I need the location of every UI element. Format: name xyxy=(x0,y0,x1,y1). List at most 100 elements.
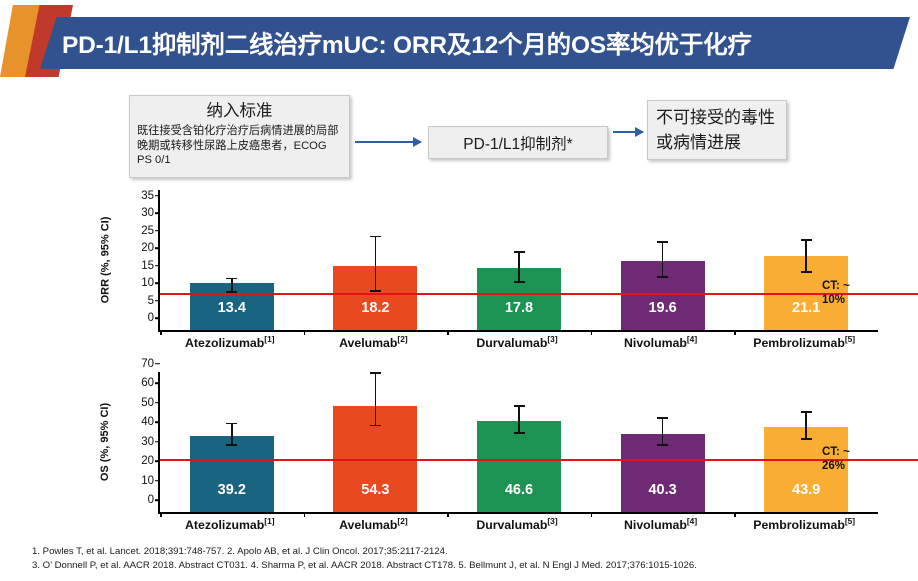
x-tick-mark xyxy=(447,512,449,517)
bar-slot: 46.6 xyxy=(447,372,591,517)
error-bar-cap-top xyxy=(800,410,812,413)
error-bar-cap-top xyxy=(370,372,381,374)
y-tick-label: 30 xyxy=(141,436,160,448)
inclusion-criteria-title: 纳入标准 xyxy=(206,102,273,120)
error-bar-cap-top xyxy=(370,235,381,238)
bar-slot: 19.6 xyxy=(590,190,735,335)
bar-slot: 18.2 xyxy=(303,190,448,335)
error-bar-cap-top xyxy=(657,240,669,243)
y-tick-label: 35 xyxy=(141,190,160,202)
x-axis-category-label: Pembrolizumab[5] xyxy=(753,516,856,533)
orr-plot-area: 0 5 10 15 20 25 30 35 13.4 18.2 17.8 19.6 21.1 xyxy=(141,190,918,335)
x-axis-category-label: Avelumab[2] xyxy=(339,516,408,533)
y-tick-label: 30 xyxy=(141,207,160,219)
error-bar-cap-bottom xyxy=(800,438,812,441)
error-bar-cap-top xyxy=(226,422,238,425)
bar-value-label: 46.6 xyxy=(504,482,534,498)
treatment-box: PD-1/L1抑制剂* xyxy=(428,126,608,159)
os-reference-line xyxy=(160,459,918,462)
os-y-axis-label: OS (%, 95% CI) xyxy=(99,402,111,482)
error-bar-cap-bottom xyxy=(226,291,238,294)
y-tick-label: 70 xyxy=(141,358,160,370)
error-bar xyxy=(370,372,381,427)
orr-chart: ORR (%, 95% CI) 0 5 10 15 20 25 30 35 13.4 18.2 1… xyxy=(99,190,918,355)
x-tick-mark xyxy=(160,330,162,335)
reference-line-1: 1. Powles T, et al. Lancet. 2018;391:748… xyxy=(32,546,448,557)
x-tick-mark xyxy=(590,330,593,335)
os-plot-area: 0 10 20 30 40 50 60 70 39.2 54.3 46.6 40.3 43.9 xyxy=(141,358,918,517)
bar-slot: 13.4 xyxy=(160,190,304,335)
bar-value-label: 21.1 xyxy=(792,300,821,316)
error-bar xyxy=(513,251,525,283)
x-axis-category-label: Atezolizumab[1] xyxy=(185,334,275,351)
error-bar xyxy=(226,277,238,294)
x-tick-mark xyxy=(303,330,306,335)
error-bar-cap-bottom xyxy=(513,432,525,435)
bar[interactable]: 40.3 xyxy=(620,433,705,512)
y-tick-label: 0 xyxy=(148,312,160,324)
error-bar xyxy=(800,410,812,441)
error-bar xyxy=(657,240,669,278)
x-axis-category-label: Durvalumab[3] xyxy=(476,516,558,533)
error-bar xyxy=(370,235,381,292)
bar[interactable]: 46.6 xyxy=(476,421,561,512)
error-bar-cap-top xyxy=(513,251,525,254)
x-axis-category-label: Nivolumab[4] xyxy=(624,516,698,533)
error-bar-cap-top xyxy=(226,277,238,280)
orr-x-axis-labels: Atezolizumab[1] Avelumab[2] Durvalumab[3] N… xyxy=(158,334,876,350)
error-bar-cap-bottom xyxy=(226,444,238,446)
inclusion-criteria-box: 纳入标准 既往接受含铂化疗治疗后病情进展的局部晚期或转移性尿路上皮癌患者，ECO… xyxy=(129,95,350,178)
error-bar xyxy=(657,416,669,446)
os-bars: 39.2 54.3 46.6 40.3 43.9 xyxy=(160,372,878,517)
bar-value-label: 43.9 xyxy=(792,482,821,498)
bar-slot: 54.3 xyxy=(303,372,448,517)
y-tick-label: 60 xyxy=(141,377,160,389)
y-tick-label: 15 xyxy=(141,260,160,272)
error-bar xyxy=(513,405,525,435)
error-bar-cap-top xyxy=(657,416,669,419)
banner-bar: PD-1/L1抑制剂二线治疗mUC: ORR及12个月的OS率均优于化疗 xyxy=(40,17,910,69)
os-ct-label: CT: ~ 26% xyxy=(822,446,850,473)
bar-value-label: 54.3 xyxy=(361,482,390,498)
y-tick-label: 25 xyxy=(141,225,160,237)
orr-ct-label: CT: ~ 10% xyxy=(822,280,850,306)
x-axis-category-label: Atezolizumab[1] xyxy=(185,516,275,533)
flow-arrow-2-icon xyxy=(613,127,644,137)
y-tick-label: 10 xyxy=(141,277,160,289)
bar-slot: 40.3 xyxy=(590,372,735,517)
x-tick-mark xyxy=(447,330,449,335)
inclusion-criteria-body: 既往接受含铂化疗治疗后病情进展的局部晚期或转移性尿路上皮癌患者，ECOG PS … xyxy=(137,125,339,166)
bar[interactable]: 43.9 xyxy=(764,426,849,512)
x-tick-mark xyxy=(303,512,306,517)
error-bar xyxy=(800,239,812,273)
error-bar-cap-top xyxy=(800,239,812,241)
bar-value-label: 39.2 xyxy=(217,482,246,498)
bar-value-label: 17.8 xyxy=(504,300,534,316)
x-tick-mark xyxy=(160,512,162,517)
orr-bars: 13.4 18.2 17.8 19.6 21.1 xyxy=(160,190,878,335)
reference-line-2: 3. O’ Donnell P, et al. AACR 2018. Abstr… xyxy=(32,559,697,571)
bar-slot: 39.2 xyxy=(160,372,304,517)
y-tick-label: 40 xyxy=(141,416,160,428)
x-tick-mark xyxy=(590,512,593,517)
y-tick-label: 0 xyxy=(148,494,160,506)
bar[interactable]: 39.2 xyxy=(189,435,274,512)
y-tick-label: 20 xyxy=(141,455,160,467)
y-tick-label: 20 xyxy=(141,242,160,254)
bar-value-label: 13.4 xyxy=(217,300,246,316)
bar-value-label: 18.2 xyxy=(361,300,390,316)
bar-slot: 21.1 xyxy=(734,190,878,335)
orr-y-axis-label: ORR (%, 95% CI) xyxy=(99,216,112,304)
os-x-axis-labels: Atezolizumab[1] Avelumab[2] Durvalumab[3] N… xyxy=(158,516,876,532)
endpoint-label: 不可接受的毒性或病情进展 xyxy=(656,108,775,152)
error-bar xyxy=(226,422,238,446)
bar-slot: 43.9 xyxy=(734,372,878,517)
error-bar-cap-top xyxy=(513,405,525,407)
error-bar-cap-bottom xyxy=(370,289,381,292)
title-banner: PD-1/L1抑制剂二线治疗mUC: ORR及12个月的OS率均优于化疗 xyxy=(0,0,918,88)
x-axis-category-label: Nivolumab[4] xyxy=(624,334,698,351)
x-axis-category-label: Durvalumab[3] xyxy=(476,334,558,351)
os-chart: OS (%, 95% CI) 0 10 20 30 40 50 60 70 39.2 54.3 4… xyxy=(99,358,918,537)
x-axis-category-label: Pembrolizumab[5] xyxy=(753,334,856,351)
y-tick-label: 50 xyxy=(141,397,160,409)
